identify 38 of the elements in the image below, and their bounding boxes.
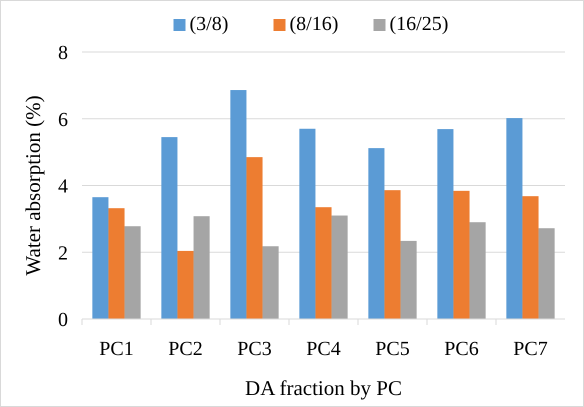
x-tick-label: PC2 (168, 338, 203, 360)
x-tick-label: PC1 (99, 338, 134, 360)
bar (506, 118, 522, 319)
bar (470, 222, 486, 319)
x-tick-label: PC4 (306, 338, 341, 360)
bar (262, 246, 279, 319)
legend-label: (8/16) (290, 13, 338, 35)
bar (538, 228, 555, 319)
bar (108, 208, 125, 319)
bar (453, 190, 470, 319)
bar (177, 250, 194, 319)
legend-label: (16/25) (390, 13, 448, 35)
y-axis-title: Water absorption (%) (21, 95, 45, 276)
y-tick-label: 4 (58, 176, 68, 198)
x-tick-label: PC7 (513, 338, 548, 360)
y-tick-label: 0 (58, 309, 68, 331)
legend-label: (3/8) (190, 13, 228, 35)
x-tick-label: PC6 (444, 338, 479, 360)
bar (400, 240, 417, 319)
bar (332, 216, 348, 319)
y-tick-label: 8 (58, 42, 68, 64)
bar (230, 90, 246, 319)
bar (299, 128, 316, 319)
bar (368, 148, 384, 319)
x-axis-title: DA fraction by PC (245, 376, 402, 400)
bar (522, 196, 539, 319)
bar (384, 190, 401, 319)
bar (124, 226, 141, 319)
x-tick-label: PC3 (237, 338, 272, 360)
y-tick-label: 6 (58, 108, 68, 131)
bar (246, 157, 263, 319)
bar (194, 216, 210, 319)
bar (161, 137, 178, 319)
bar (92, 197, 108, 319)
bar (437, 129, 454, 319)
y-tick-label: 2 (58, 242, 68, 264)
x-tick-label: PC5 (375, 338, 410, 360)
bar (315, 207, 332, 319)
